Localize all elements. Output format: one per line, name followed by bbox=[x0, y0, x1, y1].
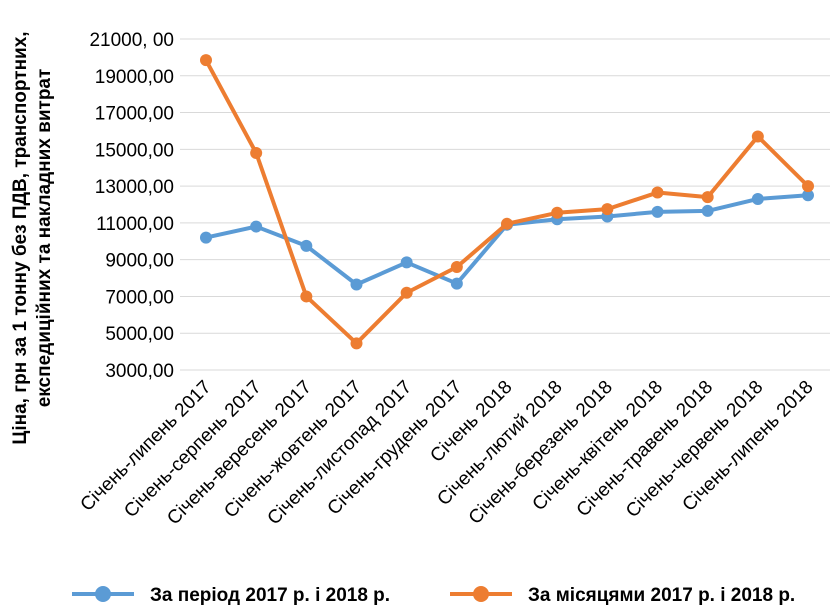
y-axis-tick-labels: 3000,00 5000,00 7000,00 9000,00 11000,00 1300… bbox=[89, 30, 174, 382]
data-point bbox=[450, 261, 463, 274]
data-point bbox=[350, 278, 363, 291]
series-group bbox=[200, 54, 814, 350]
data-point bbox=[400, 256, 413, 269]
series-1 bbox=[200, 189, 814, 291]
y-tick-label: 11000,00 bbox=[96, 214, 174, 235]
data-point bbox=[551, 206, 564, 219]
data-point bbox=[250, 220, 263, 233]
y-tick-label: 7000,00 bbox=[105, 287, 174, 308]
data-point bbox=[751, 130, 764, 143]
y-tick-label: 9000,00 bbox=[105, 251, 174, 272]
data-point bbox=[651, 205, 664, 218]
series-line-2 bbox=[204, 58, 810, 346]
data-point bbox=[300, 290, 313, 303]
y-axis-title: Ціна, грн за 1 тонну без ПДВ, транспортн… bbox=[10, 31, 55, 444]
data-point bbox=[701, 191, 714, 204]
y-tick-label: 15000,00 bbox=[95, 140, 174, 161]
data-point bbox=[200, 54, 212, 67]
legend: За період 2017 р. і 2018 р. За місяцями … bbox=[72, 585, 795, 606]
data-point bbox=[701, 204, 714, 217]
y-tick-label: 21000, 00 bbox=[89, 30, 174, 51]
data-point bbox=[350, 337, 363, 350]
data-point bbox=[501, 217, 513, 230]
data-point bbox=[200, 231, 212, 244]
data-point bbox=[802, 180, 814, 193]
y-tick-label: 19000,00 bbox=[95, 67, 174, 88]
y-axis-title-line-2: експедиційних та накладних витрат bbox=[34, 69, 55, 408]
y-axis-title-line-1: Ціна, грн за 1 тонну без ПДВ, транспортн… bbox=[10, 31, 31, 444]
series-2 bbox=[200, 54, 814, 350]
data-point bbox=[601, 203, 614, 216]
legend-marker-series-1 bbox=[95, 586, 111, 602]
legend-marker-series-2 bbox=[473, 586, 489, 602]
y-tick-label: 13000,00 bbox=[95, 177, 174, 198]
data-point bbox=[651, 186, 664, 199]
y-tick-label: 17000,00 bbox=[95, 104, 174, 125]
legend-label-series-1: За період 2017 р. і 2018 р. bbox=[150, 585, 390, 606]
data-point bbox=[250, 147, 263, 160]
data-point bbox=[751, 192, 764, 205]
data-point bbox=[450, 277, 463, 290]
data-point bbox=[400, 286, 413, 299]
legend-label-series-2: За місяцями 2017 р. і 2018 р. bbox=[528, 585, 795, 606]
y-tick-label: 3000,00 bbox=[105, 361, 174, 382]
data-point bbox=[802, 189, 814, 202]
data-point bbox=[300, 239, 313, 252]
y-tick-label: 5000,00 bbox=[105, 324, 174, 345]
